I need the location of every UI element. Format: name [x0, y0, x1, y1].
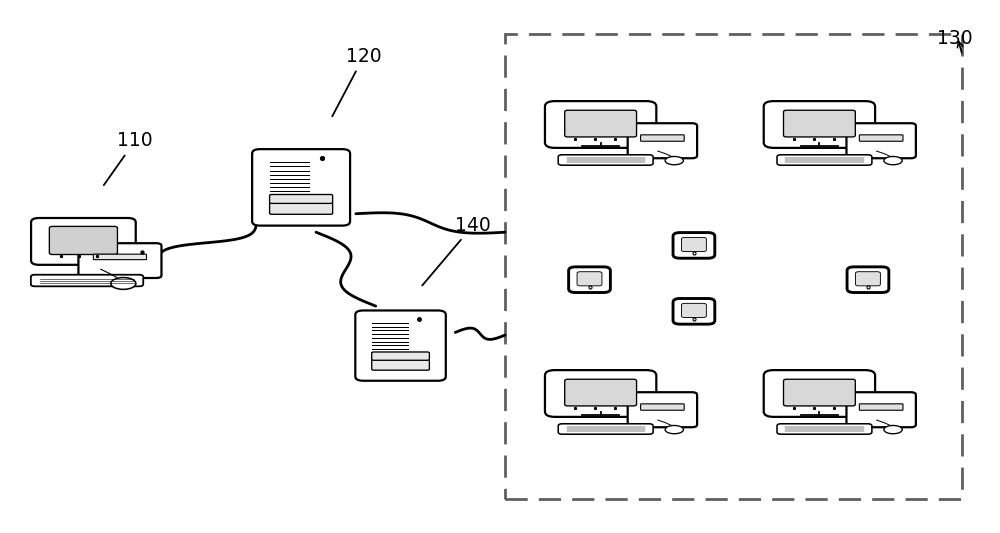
- FancyBboxPatch shape: [628, 392, 697, 427]
- FancyBboxPatch shape: [565, 110, 637, 137]
- FancyBboxPatch shape: [859, 135, 903, 141]
- Text: 110: 110: [104, 132, 153, 185]
- FancyBboxPatch shape: [270, 203, 333, 214]
- FancyBboxPatch shape: [777, 155, 872, 165]
- FancyBboxPatch shape: [31, 274, 143, 286]
- Text: 140: 140: [422, 216, 491, 286]
- FancyBboxPatch shape: [505, 35, 962, 498]
- FancyBboxPatch shape: [31, 218, 136, 265]
- FancyBboxPatch shape: [847, 267, 889, 293]
- FancyBboxPatch shape: [372, 359, 429, 370]
- FancyBboxPatch shape: [270, 195, 333, 204]
- FancyBboxPatch shape: [355, 311, 446, 381]
- Ellipse shape: [884, 157, 902, 165]
- FancyBboxPatch shape: [545, 370, 656, 417]
- FancyBboxPatch shape: [681, 303, 706, 318]
- FancyBboxPatch shape: [764, 101, 875, 148]
- FancyBboxPatch shape: [49, 227, 117, 254]
- FancyBboxPatch shape: [558, 155, 653, 165]
- FancyBboxPatch shape: [628, 123, 697, 158]
- FancyBboxPatch shape: [783, 110, 855, 137]
- FancyBboxPatch shape: [558, 424, 653, 434]
- Ellipse shape: [665, 157, 683, 165]
- Ellipse shape: [665, 425, 683, 434]
- FancyBboxPatch shape: [783, 379, 855, 406]
- FancyBboxPatch shape: [673, 232, 715, 258]
- FancyBboxPatch shape: [545, 101, 656, 148]
- FancyBboxPatch shape: [78, 243, 161, 278]
- FancyBboxPatch shape: [846, 392, 916, 427]
- FancyBboxPatch shape: [777, 424, 872, 434]
- FancyBboxPatch shape: [764, 370, 875, 417]
- FancyBboxPatch shape: [93, 254, 147, 260]
- FancyBboxPatch shape: [846, 123, 916, 158]
- Text: 120: 120: [332, 47, 381, 116]
- FancyBboxPatch shape: [252, 149, 350, 225]
- FancyBboxPatch shape: [681, 237, 706, 252]
- Ellipse shape: [884, 425, 902, 434]
- Ellipse shape: [111, 278, 136, 289]
- FancyBboxPatch shape: [641, 135, 684, 141]
- FancyBboxPatch shape: [577, 272, 602, 286]
- FancyBboxPatch shape: [859, 404, 903, 410]
- FancyBboxPatch shape: [673, 298, 715, 324]
- FancyBboxPatch shape: [641, 404, 684, 410]
- FancyBboxPatch shape: [372, 352, 429, 360]
- FancyBboxPatch shape: [855, 272, 880, 286]
- FancyBboxPatch shape: [565, 379, 637, 406]
- FancyBboxPatch shape: [569, 267, 610, 293]
- Text: 130: 130: [937, 29, 972, 48]
